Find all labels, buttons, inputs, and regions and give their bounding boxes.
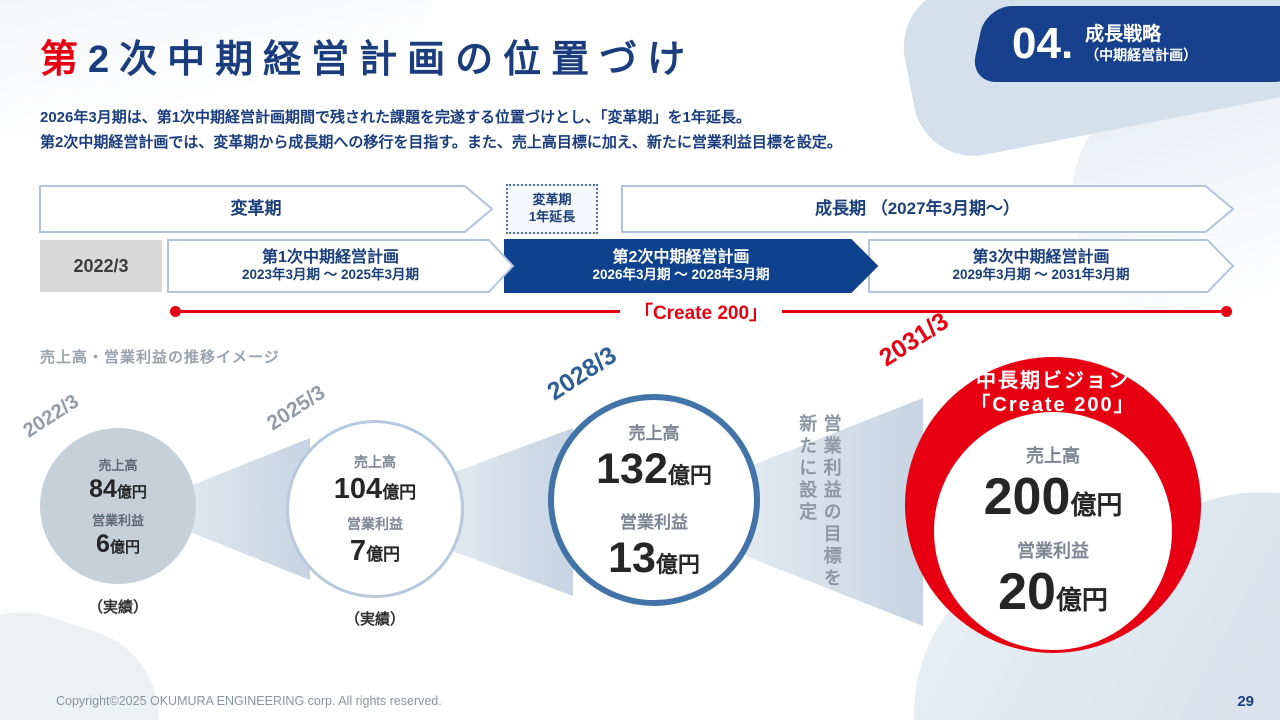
plan2-title: 第2次中期経営計画 xyxy=(612,248,750,266)
phase-arrow-growth: 成長期 （2027年3月期～） xyxy=(622,186,1233,232)
sales-label: 売上高 xyxy=(628,424,680,444)
profit-value: 13億円 xyxy=(608,533,700,582)
sales-value: 200億円 xyxy=(983,468,1123,527)
section-label-line2: （中期経営計画） xyxy=(1085,47,1198,64)
intro-text: 2026年3月期は、第1次中期経営計画期間で残された課題を完遂する位置づけとし、… xyxy=(40,106,842,156)
page-number: 29 xyxy=(1237,693,1254,710)
intro-line1: 2026年3月期は、第1次中期経営計画期間で残された課題を完遂する位置づけとし、… xyxy=(40,109,751,126)
vision-label: 中長期ビジョン 「Create 200」 xyxy=(905,369,1201,417)
line-dot-right xyxy=(1221,305,1232,317)
plan1-period: 2023年3月期 ～ 2025年3月期 xyxy=(241,267,420,283)
milestone-circle-2031-inner: 売上高 200億円 営業利益 20億円 xyxy=(934,412,1172,650)
intro-line2: 第2次中期経営計画では、変革期から成長期への移行を目指す。また、売上高目標に加え… xyxy=(40,133,842,151)
plan2-period: 2026年3月期 ～ 2028年3月期 xyxy=(592,267,770,283)
year-label-2022: 2022/3 xyxy=(19,390,83,443)
plan2-arrow: 第2次中期経営計画 2026年3月期 ～ 2028年3月期 xyxy=(505,240,877,292)
profit-label: 営業利益 xyxy=(1017,541,1089,561)
actual-note-2022: （実績） xyxy=(87,599,148,616)
chart-caption: 売上高・営業利益の推移イメージ xyxy=(40,349,280,366)
phase2-label: 成長期 （2027年3月期～） xyxy=(815,198,1020,218)
profit-label: 営業利益 xyxy=(347,516,403,532)
start-year-box: 2022/3 xyxy=(40,240,162,292)
phase-extension-box: 変革期 1年延長 xyxy=(506,184,598,234)
page-title-accent: 第 xyxy=(40,39,89,81)
create200-label: 「Create 200」 xyxy=(619,297,783,325)
line-segment xyxy=(181,309,620,313)
milestone-circle-2031: 中長期ビジョン 「Create 200」 売上高 200億円 営業利益 20億円 xyxy=(905,357,1201,653)
profit-value: 6億円 xyxy=(96,530,140,558)
sales-value: 84億円 xyxy=(89,474,147,503)
sales-value: 104億円 xyxy=(333,472,417,505)
vertical-note-left-column: 新たに設定 xyxy=(797,414,818,524)
vertical-note: 営業利益の目標を 新たに設定 xyxy=(795,414,844,664)
page-title: 第2次中期経営計画の位置づけ xyxy=(40,28,695,83)
milestone-circle-2028: 売上高 132億円 営業利益 13億円 xyxy=(548,394,760,606)
extension-line2: 1年延長 xyxy=(528,209,576,224)
plan3-title: 第3次中期経営計画 xyxy=(972,248,1110,266)
create200-line: 「Create 200」 xyxy=(170,297,1232,325)
plan1-arrow: 第1次中期経営計画 2023年3月期 ～ 2025年3月期 xyxy=(168,240,513,292)
sales-value: 132億円 xyxy=(596,445,712,494)
milestone-circle-2025: 売上高 104億円 営業利益 7億円 xyxy=(286,420,464,598)
actual-note-2025: （実績） xyxy=(344,611,405,628)
sales-label: 売上高 xyxy=(98,457,138,473)
section-number: 04. xyxy=(1012,19,1074,68)
phase-arrow-transformation: 変革期 xyxy=(40,186,492,232)
year-label-2025: 2025/3 xyxy=(262,380,330,436)
profit-label: 営業利益 xyxy=(620,512,688,532)
section-label-line1: 成長戦略 xyxy=(1085,24,1162,46)
line-dot-left xyxy=(170,305,181,317)
section-badge: 04. 成長戦略 （中期経営計画） xyxy=(969,6,1280,82)
arrow-shape xyxy=(505,240,877,292)
vision-line2: 「Create 200」 xyxy=(970,394,1136,416)
milestone-circle-2022: 売上高 84億円 営業利益 6億円 xyxy=(40,428,196,584)
profit-label: 営業利益 xyxy=(91,513,144,528)
year-label-2028: 2028/3 xyxy=(542,341,622,407)
extension-line1: 変革期 xyxy=(532,192,572,208)
plan3-arrow: 第3次中期経営計画 2029年3月期 ～ 2031年3月期 xyxy=(869,240,1233,292)
section-badge-content: 04. 成長戦略 （中期経営計画） xyxy=(1012,19,1197,68)
plan1-title: 第1次中期経営計画 xyxy=(262,248,399,266)
sales-label: 売上高 xyxy=(1026,446,1080,467)
profit-value: 20億円 xyxy=(998,563,1108,621)
sales-label: 売上高 xyxy=(354,453,396,470)
vision-line1: 中長期ビジョン xyxy=(976,370,1130,392)
page-title-rest: 2次中期経営計画の位置づけ xyxy=(88,39,696,81)
footer-copyright: Copyright©2025 OKUMURA ENGINEERING corp.… xyxy=(56,694,442,708)
section-label: 成長戦略 （中期経営計画） xyxy=(1085,23,1197,64)
phase1-label: 変革期 xyxy=(230,198,282,218)
profit-value: 7億円 xyxy=(349,535,401,567)
line-segment xyxy=(782,309,1221,313)
arrow-shape xyxy=(168,240,513,292)
plan3-period: 2029年3月期 ～ 2031年3月期 xyxy=(952,267,1130,283)
arrow-shape xyxy=(40,186,492,232)
vertical-note-right-column: 営業利益の目標を xyxy=(821,414,842,590)
